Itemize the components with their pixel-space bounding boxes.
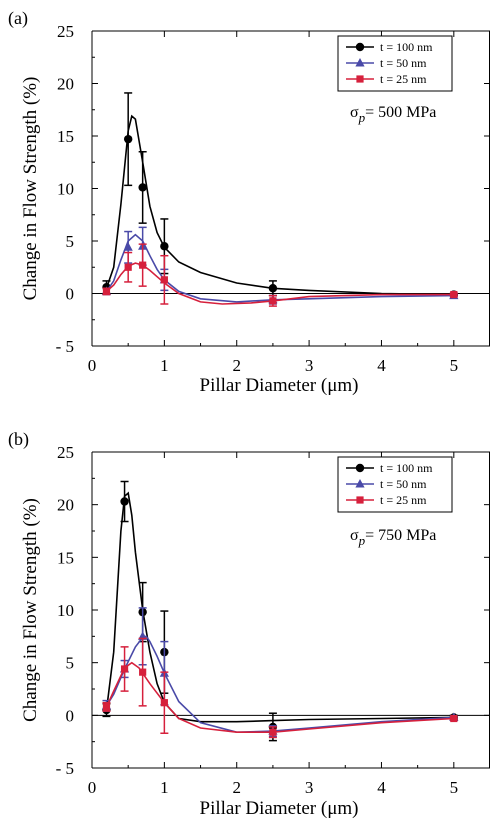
sigma-value: = 500 MPa: [365, 104, 436, 121]
sigma-symbol: σ: [350, 104, 359, 121]
data-point-square: [102, 287, 111, 295]
sigma-subscript: p: [358, 533, 366, 548]
legend-label: t = 100 nm: [380, 40, 433, 54]
data-point-circle: [160, 242, 169, 251]
series-line: [105, 262, 454, 305]
legend-marker-circle: [355, 463, 365, 473]
x-tick-label: 3: [305, 356, 314, 375]
data-point-square: [269, 728, 277, 736]
data-point-circle: [120, 497, 129, 506]
data-point-circle: [138, 183, 147, 192]
data-point-square: [139, 261, 147, 269]
legend-label: t = 50 nm: [380, 56, 427, 70]
sigma-value: = 750 MPa: [365, 527, 436, 544]
y-tick-label: 25: [57, 22, 74, 41]
y-axis-title: Change in Flow Strength (%): [20, 498, 41, 722]
legend-label: t = 25 nm: [380, 72, 427, 86]
data-point-square: [160, 699, 168, 707]
series-t50: [101, 226, 459, 305]
sigma-symbol: σ: [350, 527, 359, 544]
y-tick-label: 0: [66, 706, 75, 725]
legend-marker-square: [356, 496, 364, 504]
x-tick-label: 4: [377, 356, 386, 375]
series-line: [105, 233, 454, 303]
x-tick-label: 1: [160, 778, 169, 797]
x-tick-label: 1: [160, 356, 169, 375]
series-line: [105, 661, 454, 733]
x-tick-label: 2: [232, 778, 241, 797]
x-tick-label: 5: [450, 356, 459, 375]
data-point-square: [450, 714, 458, 723]
data-point-square: [160, 276, 168, 284]
legend: t = 100 nm t = 50 nm t = 25 nm: [337, 456, 453, 513]
x-tick-label: 4: [377, 778, 386, 797]
y-tick-label: - 5: [56, 759, 74, 778]
y-tick-label: - 5: [56, 337, 74, 356]
sigma-annotation: σp= 500 MPa: [350, 104, 436, 125]
data-point-square: [450, 290, 458, 299]
data-point-circle: [123, 134, 133, 144]
legend-label: t = 25 nm: [380, 493, 427, 507]
y-tick-label: 5: [66, 232, 75, 251]
legend-label: t = 50 nm: [380, 477, 427, 491]
panel-label: (b): [8, 429, 29, 450]
chart-panel-a: (a) - 5 0 5 10 15 20 25 0 1 2 3 4 5 Pillar Diameter (μ…: [8, 8, 490, 396]
y-tick-label: 20: [57, 75, 74, 94]
y-tick-label: 15: [57, 127, 74, 146]
x-tick-label: 0: [88, 778, 97, 797]
x-axis-title: Pillar Diameter (μm): [200, 375, 359, 396]
series-t25: [102, 243, 458, 307]
y-tick-label: 0: [66, 285, 75, 304]
legend-marker-square: [356, 75, 364, 83]
y-tick-label: 10: [57, 601, 74, 620]
series-line: [105, 114, 454, 296]
data-point-square: [102, 703, 111, 711]
y-tick-label: 20: [57, 496, 74, 515]
x-tick-label: 3: [305, 778, 314, 797]
sigma-subscript: p: [358, 110, 366, 125]
data-point-square: [124, 263, 132, 271]
x-tick-label: 5: [450, 778, 459, 797]
legend: t = 100 nm t = 50 nm t = 25 nm: [337, 35, 453, 92]
y-tick-label: 25: [57, 443, 74, 462]
data-point-square: [269, 297, 277, 305]
data-point-triangle: [123, 242, 133, 251]
series-t25: [102, 637, 458, 739]
y-tick-label: 10: [57, 180, 74, 199]
sigma-annotation: σp= 750 MPa: [350, 527, 436, 548]
series-t100: [102, 480, 459, 742]
data-point-square: [139, 668, 147, 676]
data-point-square: [120, 665, 129, 673]
legend-marker-triangle: [355, 479, 365, 488]
x-tick-label: 0: [88, 356, 97, 375]
x-axis-title: Pillar Diameter (μm): [200, 798, 359, 819]
chart-panel-b: (b) - 5 0 5 10 15 20 25 0 1 2 3 4 5 Pillar Diameter (μ…: [8, 429, 490, 819]
y-axis-title: Change in Flow Strength (%): [20, 77, 41, 301]
legend-marker-triangle: [355, 58, 365, 67]
x-tick-label: 2: [232, 356, 241, 375]
legend-marker-circle: [355, 42, 365, 52]
data-point-circle: [268, 284, 278, 293]
legend-label: t = 100 nm: [380, 461, 433, 475]
panel-label: (a): [8, 8, 28, 29]
series-t50: [101, 607, 459, 738]
y-tick-label: 5: [66, 654, 75, 673]
series-line: [105, 635, 454, 734]
y-tick-label: 15: [57, 548, 74, 567]
